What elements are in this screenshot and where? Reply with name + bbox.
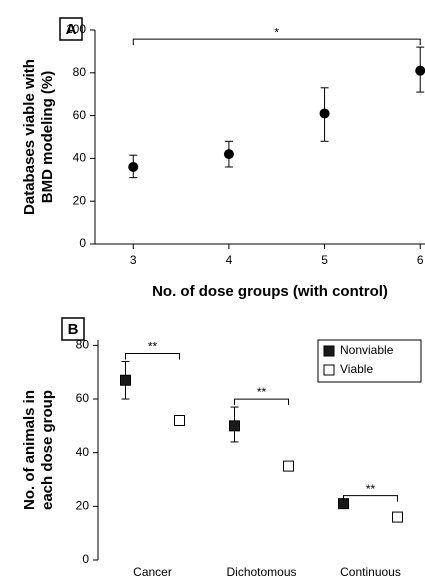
x-tick-label: Continuous	[340, 565, 401, 579]
x-tick-label: 6	[417, 253, 424, 267]
x-tick-label: 5	[321, 253, 328, 267]
x-tick-label: 4	[226, 253, 233, 267]
point	[229, 420, 240, 432]
y-tick-label: 80	[76, 338, 90, 352]
legend-marker	[323, 364, 335, 376]
panel-letter: B	[68, 321, 79, 338]
panel-box	[61, 317, 85, 341]
point	[415, 65, 425, 76]
y-tick-label: 0	[82, 552, 89, 566]
x-tick-label: Dichotomous	[226, 565, 296, 579]
point	[120, 374, 131, 386]
point	[319, 108, 330, 119]
significance-label: **	[257, 385, 267, 399]
y-tick-label: 40	[73, 151, 87, 165]
legend-marker	[323, 345, 335, 357]
point	[174, 414, 185, 426]
y-tick-label: 40	[76, 445, 90, 459]
significance-label: **	[148, 340, 158, 354]
y-axis-label: each dose group	[39, 390, 56, 510]
y-tick-label: 60	[73, 108, 87, 122]
y-tick-label: 80	[73, 65, 87, 79]
significance-bracket	[132, 38, 421, 46]
y-tick-label: 100	[66, 22, 86, 36]
y-tick-label: 20	[76, 499, 90, 513]
point	[392, 511, 403, 523]
y-axis-label: Databases viable with	[21, 59, 38, 215]
significance-bracket	[234, 398, 289, 406]
point	[223, 149, 234, 160]
y-axis-label: No. of animals in	[21, 390, 38, 510]
point	[128, 161, 139, 172]
panel-letter: A	[66, 21, 77, 38]
legend-box	[317, 339, 422, 383]
x-axis-label: No. of dose groups (with control)	[152, 283, 388, 300]
y-tick-label: 60	[76, 391, 90, 405]
significance-label: **	[366, 482, 376, 496]
legend-label: Viable	[340, 362, 373, 376]
significance-label: *	[274, 25, 279, 39]
x-tick-label: 3	[130, 253, 137, 267]
y-tick-label: 0	[79, 236, 86, 250]
y-tick-label: 20	[73, 193, 87, 207]
legend-label: Nonviable	[340, 343, 394, 357]
x-tick-label: Cancer	[133, 565, 172, 579]
significance-bracket	[125, 352, 180, 360]
panel-box	[59, 17, 83, 41]
significance-bracket	[343, 495, 398, 502]
point	[283, 460, 294, 472]
y-axis-label: BMD modeling (%)	[39, 71, 56, 204]
